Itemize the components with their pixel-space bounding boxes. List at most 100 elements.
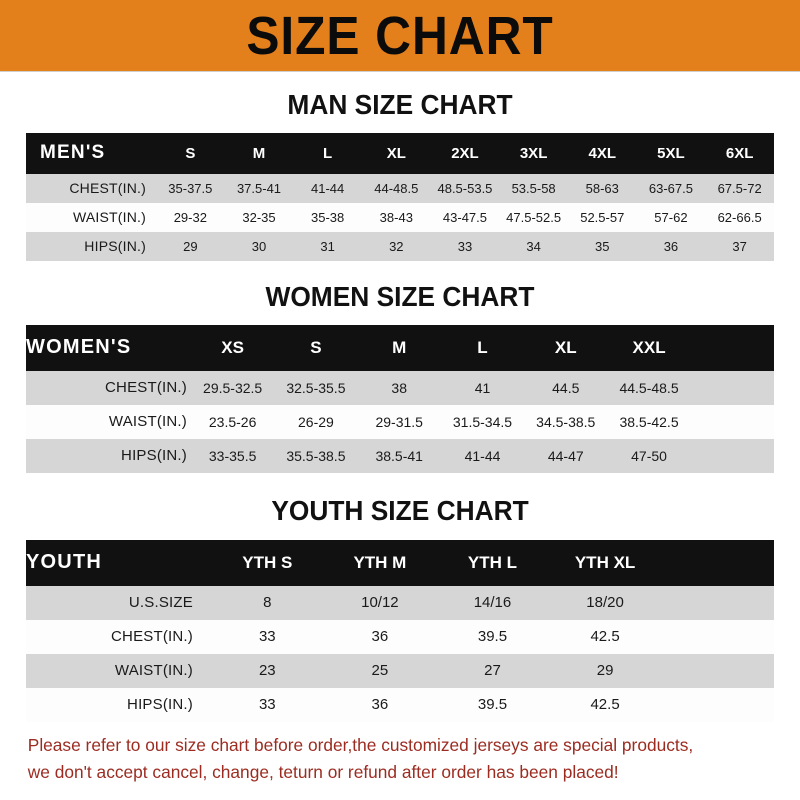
men-column-header: 5XL [636,133,706,174]
men-header-row: MEN'S S M L XL 2XL 3XL 4XL 5XL 6XL [26,133,774,174]
women-size-table: WOMEN'S XS S M L XL XXL CHEST(IN.) 29.5-32.5 32.… [26,325,774,473]
youth-table-row: CHEST(IN.) 33 36 39.5 42.5 [26,620,774,654]
women-cell: 44.5 [524,371,608,405]
women-cell-filler [690,439,774,473]
women-cell: 44.5-48.5 [607,371,691,405]
youth-column-header: YTH XL [548,540,662,586]
women-cell: 41-44 [440,439,525,473]
women-column-header: S [274,325,358,371]
youth-cell: 25 [323,654,437,688]
women-column-header: L [440,325,525,371]
men-row-label: CHEST(IN.) [26,174,156,203]
youth-row-label: CHEST(IN.) [26,620,211,654]
men-cell: 29-32 [156,203,225,232]
men-column-header: XL [361,133,431,174]
order-notice-line-2: we don't accept cancel, change, teturn o… [27,761,619,782]
women-cell: 38.5-41 [357,439,441,473]
men-cell: 34 [499,232,568,261]
women-cell: 38 [357,371,441,405]
women-cell: 47-50 [607,439,691,473]
order-notice: Please refer to our size chart before or… [4,732,796,786]
men-corner-label: MEN'S [26,133,156,174]
men-cell: 33 [430,232,500,261]
youth-cell: 29 [548,654,662,688]
youth-corner-label: YOUTH [26,540,211,586]
women-cell: 32.5-35.5 [274,371,358,405]
youth-cell: 36 [323,688,437,722]
women-cell: 44-47 [524,439,608,473]
man-section-title: MAN SIZE CHART [287,89,513,120]
youth-cell: 42.5 [548,688,662,722]
men-column-header: 3XL [499,133,568,174]
women-cell: 23.5-26 [191,405,275,439]
youth-column-header-filler [661,540,774,586]
youth-cell: 39.5 [436,620,549,654]
men-cell: 35-37.5 [156,174,225,203]
men-cell: 37 [705,232,774,261]
youth-cell-filler [661,586,774,620]
men-cell: 53.5-58 [499,174,568,203]
men-cell: 29 [156,232,225,261]
youth-size-table: YOUTH YTH S YTH M YTH L YTH XL U.S.SIZE 8 10/1… [26,540,774,722]
women-section-title: WOMEN SIZE CHART [265,281,535,312]
men-cell: 37.5-41 [224,174,294,203]
men-column-header: L [293,133,362,174]
women-cell: 41 [440,371,525,405]
men-table-row: HIPS(IN.) 29 30 31 32 33 34 35 36 37 [26,232,774,261]
women-cell: 31.5-34.5 [440,405,525,439]
women-cell: 38.5-42.5 [607,405,691,439]
youth-cell: 23 [211,654,324,688]
youth-cell: 10/12 [323,586,437,620]
women-header-row: WOMEN'S XS S M L XL XXL [26,325,774,371]
men-column-header: S [156,133,225,174]
youth-table-row: U.S.SIZE 8 10/12 14/16 18/20 [26,586,774,620]
youth-row-label: HIPS(IN.) [26,688,211,722]
men-cell: 63-67.5 [636,174,706,203]
men-column-header: 2XL [430,133,500,174]
youth-column-header: YTH L [436,540,549,586]
women-cell: 26-29 [274,405,358,439]
men-table-head: MEN'S S M L XL 2XL 3XL 4XL 5XL 6XL [26,133,774,174]
women-row-label: CHEST(IN.) [26,371,191,405]
youth-header-row: YOUTH YTH S YTH M YTH L YTH XL [26,540,774,586]
women-column-header: XL [524,325,608,371]
youth-cell-filler [661,688,774,722]
youth-cell: 36 [323,620,437,654]
youth-cell-filler [661,620,774,654]
men-cell: 43-47.5 [430,203,500,232]
youth-cell: 27 [436,654,549,688]
youth-table-row: HIPS(IN.) 33 36 39.5 42.5 [26,688,774,722]
men-cell: 47.5-52.5 [499,203,568,232]
men-table-body: CHEST(IN.) 35-37.5 37.5-41 41-44 44-48.5 48.5… [26,174,774,261]
youth-table-wrap: YOUTH YTH S YTH M YTH L YTH XL U.S.SIZE 8 10/1… [0,540,800,722]
youth-row-label: U.S.SIZE [26,586,211,620]
women-table-head: WOMEN'S XS S M L XL XXL [26,325,774,371]
men-cell: 58-63 [567,174,637,203]
youth-cell: 8 [211,586,324,620]
men-cell: 44-48.5 [361,174,431,203]
men-cell: 62-66.5 [705,203,774,232]
women-column-header: XXL [607,325,691,371]
women-cell-filler [690,405,774,439]
men-cell: 30 [224,232,294,261]
men-cell: 57-62 [636,203,706,232]
women-cell-filler [690,371,774,405]
women-table-row: HIPS(IN.) 33-35.5 35.5-38.5 38.5-41 41-44 44-… [26,439,774,473]
women-row-label: HIPS(IN.) [26,439,191,473]
men-table-row: WAIST(IN.) 29-32 32-35 35-38 38-43 43-47.5 47.… [26,203,774,232]
men-cell: 32-35 [224,203,294,232]
youth-cell: 18/20 [548,586,662,620]
women-cell: 35.5-38.5 [274,439,358,473]
men-row-label: WAIST(IN.) [26,203,156,232]
youth-column-header: YTH M [323,540,437,586]
men-table-wrap: MEN'S S M L XL 2XL 3XL 4XL 5XL 6XL CHEST(IN.) 35-3… [0,133,800,261]
youth-table-body: U.S.SIZE 8 10/12 14/16 18/20 CHEST(IN.) 33 36 3… [26,586,774,722]
page-banner: SIZE CHART [0,0,800,72]
order-notice-line-1: Please refer to our size chart before or… [27,734,694,755]
youth-table-head: YOUTH YTH S YTH M YTH L YTH XL [26,540,774,586]
youth-section-title: YOUTH SIZE CHART [271,495,529,526]
women-corner-label: WOMEN'S [26,325,191,371]
youth-cell: 39.5 [436,688,549,722]
men-cell: 36 [636,232,706,261]
women-cell: 29.5-32.5 [191,371,275,405]
